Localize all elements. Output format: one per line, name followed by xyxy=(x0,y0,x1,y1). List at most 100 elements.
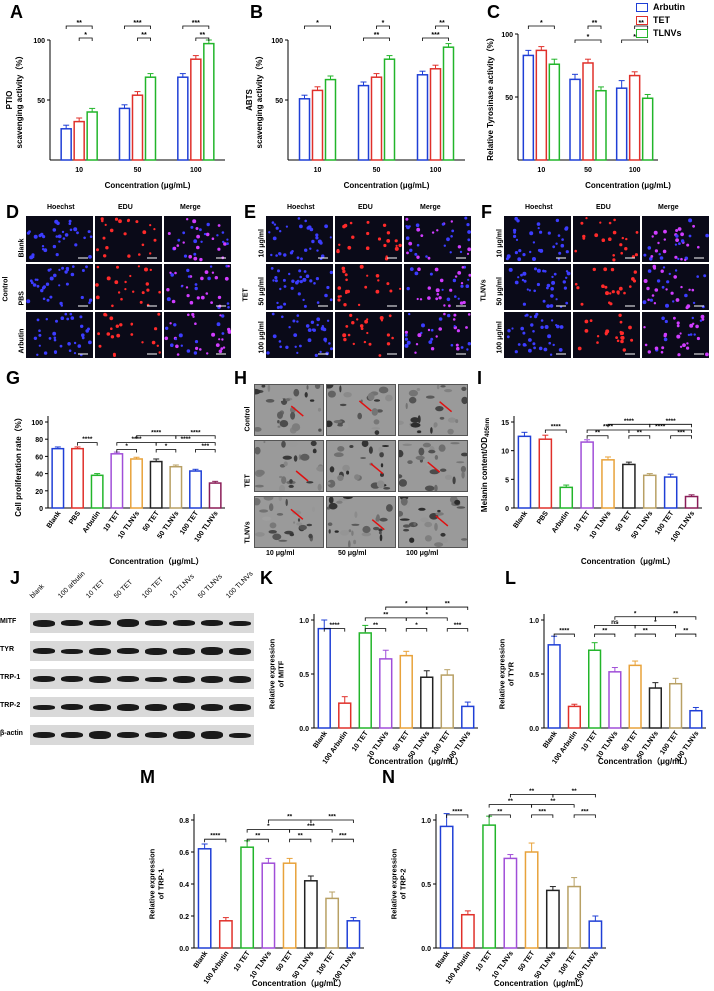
significance-label: *** xyxy=(339,833,347,840)
cell-nucleus xyxy=(427,286,431,290)
cell-nucleus xyxy=(467,230,471,234)
panel-letter-m: M xyxy=(140,767,155,787)
cell-nucleus xyxy=(642,300,647,305)
row-label-50: 50 μg/ml xyxy=(496,277,504,306)
organelle xyxy=(279,475,283,479)
cell-nucleus xyxy=(42,297,46,301)
cell-nucleus xyxy=(223,242,227,246)
cell-nucleus xyxy=(146,288,150,292)
organelle xyxy=(398,479,407,487)
group-label-control: Control xyxy=(2,276,10,302)
bar xyxy=(240,846,255,949)
micro-cells xyxy=(96,217,157,259)
cell-nucleus xyxy=(557,258,560,261)
micro-cells xyxy=(577,313,635,355)
cell-nucleus xyxy=(345,291,348,294)
organelle xyxy=(342,422,349,430)
organelle xyxy=(281,440,286,448)
x-axis-label: Concentration（μg/mL） xyxy=(369,756,463,766)
bar xyxy=(325,897,340,949)
cell-nucleus xyxy=(100,217,104,221)
cell-nucleus xyxy=(644,343,648,347)
organelle xyxy=(420,517,429,523)
cell-nucleus xyxy=(88,301,91,304)
group-label-tet: TET xyxy=(242,288,250,302)
cell-nucleus xyxy=(68,349,72,352)
cell-nucleus xyxy=(550,287,554,291)
bar xyxy=(190,58,202,161)
significance-label: *** xyxy=(133,20,141,27)
y-tick-label: 100 xyxy=(501,32,513,39)
tem-image xyxy=(324,382,396,436)
significance-bracket xyxy=(574,39,602,43)
x-axis-label: Concentration（μg/mL） xyxy=(109,556,203,566)
cell-nucleus xyxy=(459,301,464,305)
micro-cells xyxy=(268,217,332,261)
organelle xyxy=(434,542,444,547)
panel-letter-l: L xyxy=(505,568,516,588)
cell-nucleus xyxy=(666,280,670,284)
cell-nucleus xyxy=(341,266,346,271)
bar xyxy=(317,627,331,729)
bar xyxy=(517,435,532,509)
cell-nucleus xyxy=(88,298,93,302)
cell-nucleus xyxy=(524,314,527,317)
significance-bracket xyxy=(422,37,449,41)
cell-nucleus xyxy=(135,220,139,224)
x-tick-label: 50 TET xyxy=(275,950,294,973)
cell-nucleus xyxy=(383,243,387,248)
blot-protein-label: β-actin xyxy=(0,730,23,737)
cell-nucleus xyxy=(457,245,462,249)
cell-nucleus xyxy=(441,288,444,291)
cell-nucleus xyxy=(553,272,557,276)
cell-nucleus xyxy=(661,346,665,350)
x-axis-label: Concentration (μg/mL) xyxy=(585,181,671,190)
cell-nucleus xyxy=(663,334,667,338)
cell-nucleus xyxy=(526,288,529,291)
cell-nucleus xyxy=(467,247,472,252)
cell-nucleus xyxy=(612,258,616,262)
organelle xyxy=(434,484,438,492)
cell-nucleus xyxy=(670,291,674,295)
cell-nucleus xyxy=(182,231,186,235)
significance-bracket xyxy=(587,25,602,29)
cell-nucleus xyxy=(118,219,122,224)
micro-image-hoechst xyxy=(266,216,333,262)
organelle xyxy=(380,472,384,477)
organelle xyxy=(338,498,348,501)
cell-nucleus xyxy=(270,267,274,270)
y-label-line: Melanin content/OD405nm xyxy=(480,418,491,512)
column-header-edu: EDU xyxy=(596,204,611,211)
legend-label: TET xyxy=(653,15,670,25)
cell-nucleus xyxy=(452,278,457,283)
tem-texture xyxy=(394,384,468,435)
organelle xyxy=(380,463,384,468)
cell-nucleus xyxy=(446,237,450,242)
cell-nucleus xyxy=(533,314,538,319)
cell-nucleus xyxy=(303,304,307,308)
cell-nucleus xyxy=(296,314,300,317)
y-tick-label: 100 xyxy=(33,38,45,45)
micro-cells xyxy=(336,220,402,261)
organelle xyxy=(424,535,432,542)
cell-nucleus xyxy=(40,288,44,293)
cell-nucleus xyxy=(55,319,58,323)
cell-nucleus xyxy=(309,247,312,250)
organelle xyxy=(348,529,352,533)
bar xyxy=(482,824,497,949)
panel-letter-g: G xyxy=(6,368,21,388)
organelle xyxy=(361,439,369,448)
cell-nucleus xyxy=(580,221,584,225)
cell-nucleus xyxy=(628,325,632,330)
red-arrow xyxy=(358,400,372,412)
panel-letter-i: I xyxy=(477,368,483,388)
cell-nucleus xyxy=(216,234,219,237)
bar xyxy=(399,654,413,729)
organelle xyxy=(337,423,343,427)
x-tick-label: 10 TLNVs xyxy=(491,950,515,980)
bar xyxy=(346,920,361,949)
cell-nucleus xyxy=(149,224,152,227)
significance-bracket xyxy=(195,37,210,41)
micro-image-merge xyxy=(164,312,232,358)
micro-image-edu xyxy=(95,216,162,262)
